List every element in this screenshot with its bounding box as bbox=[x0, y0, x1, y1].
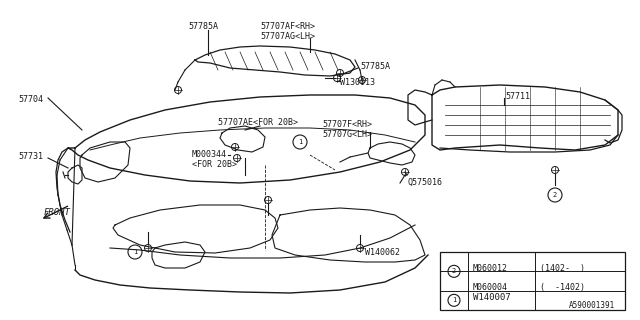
Text: 1: 1 bbox=[452, 297, 456, 303]
Text: W140007: W140007 bbox=[473, 293, 511, 302]
Text: 57707G<LH>: 57707G<LH> bbox=[322, 130, 372, 139]
Bar bbox=[440, 252, 625, 310]
Text: 1: 1 bbox=[133, 249, 137, 255]
Text: 57711: 57711 bbox=[505, 92, 530, 101]
Text: <FOR 20B>: <FOR 20B> bbox=[192, 160, 237, 169]
Text: 57785A: 57785A bbox=[360, 62, 390, 71]
Text: W140062: W140062 bbox=[365, 248, 400, 257]
Text: 57704: 57704 bbox=[18, 95, 43, 104]
Text: 57707AG<LH>: 57707AG<LH> bbox=[260, 32, 315, 41]
Text: 57785A: 57785A bbox=[188, 22, 218, 31]
Text: (  -1402): ( -1402) bbox=[540, 283, 585, 292]
Text: 2: 2 bbox=[553, 192, 557, 198]
Text: M060012: M060012 bbox=[473, 264, 508, 273]
Text: FRONT: FRONT bbox=[44, 207, 71, 217]
Text: M060004: M060004 bbox=[473, 283, 508, 292]
Text: 2: 2 bbox=[452, 268, 456, 274]
Text: 57707AE<FOR 20B>: 57707AE<FOR 20B> bbox=[218, 118, 298, 127]
Text: 57707F<RH>: 57707F<RH> bbox=[322, 120, 372, 129]
Text: Q575016: Q575016 bbox=[408, 178, 443, 187]
Text: 57707AF<RH>: 57707AF<RH> bbox=[260, 22, 315, 31]
Text: (1402-  ): (1402- ) bbox=[540, 264, 585, 273]
Text: 1: 1 bbox=[298, 139, 302, 145]
Text: A590001391: A590001391 bbox=[569, 301, 615, 310]
Text: W130013: W130013 bbox=[340, 78, 375, 87]
Text: 57731: 57731 bbox=[18, 152, 43, 161]
Text: M000344: M000344 bbox=[192, 150, 227, 159]
